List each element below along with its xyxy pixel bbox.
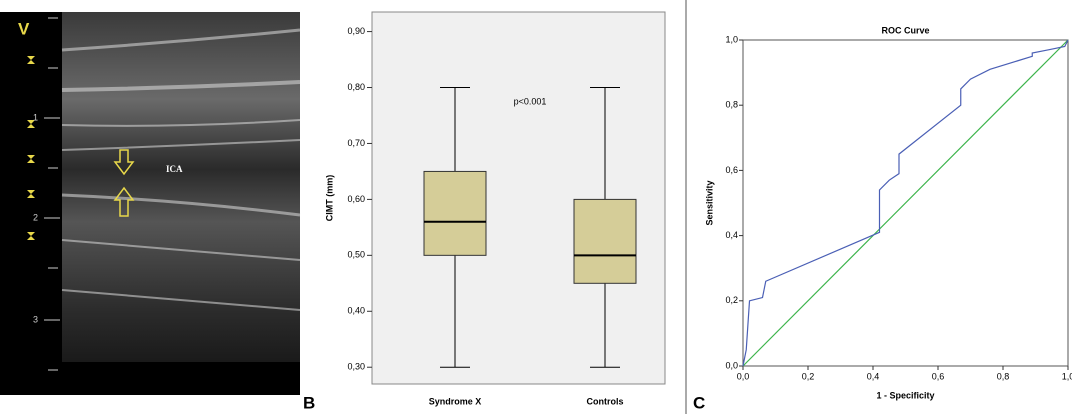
panel-label: B — [303, 393, 315, 412]
annotation: p<0.001 — [514, 96, 547, 106]
x-tick-label: 0,2 — [802, 371, 815, 381]
depth-label: 2 — [33, 212, 38, 222]
y-tick-label: 0,90 — [347, 26, 365, 36]
figure: V 1 2 3 ICA A 0,30 0,40 0,50 0,60 0,70 0,80 0,… — [0, 0, 1072, 414]
depth-label: 3 — [33, 314, 38, 324]
y-tick-label: 0,60 — [347, 194, 365, 204]
ica-label: ICA — [166, 164, 183, 174]
depth-label: 1 — [33, 112, 38, 122]
y-tick-label: 0,50 — [347, 250, 365, 260]
x-tick-label: 0,6 — [932, 371, 945, 381]
panel-label: A — [8, 393, 20, 412]
panel-label: C — [693, 393, 705, 412]
y-axis-label: CIMT (mm) — [324, 175, 334, 222]
y-tick-label: 0,8 — [725, 100, 738, 110]
box — [574, 199, 636, 283]
x-tick-label: Controls — [587, 396, 624, 406]
ultrasound-image — [62, 12, 300, 362]
x-tick-label: Syndrome X — [429, 396, 482, 406]
chart-title: ROC Curve — [881, 25, 929, 35]
y-tick-label: 0,30 — [347, 362, 365, 372]
y-axis-label: Sensitivity — [704, 180, 714, 225]
x-tick-label: 0,8 — [997, 371, 1010, 381]
y-tick-label: 0,80 — [347, 82, 365, 92]
plot-area — [372, 12, 665, 384]
y-tick-label: 0,6 — [725, 165, 738, 175]
probe-marker: V — [18, 19, 30, 38]
y-tick-label: 0,4 — [725, 230, 738, 240]
y-tick-label: 0,40 — [347, 306, 365, 316]
y-tick-label: 0,70 — [347, 138, 365, 148]
x-tick-label: 0,4 — [867, 371, 880, 381]
box — [424, 171, 486, 255]
x-tick-label: 1,0 — [1062, 371, 1072, 381]
y-tick-label: 0,0 — [725, 360, 738, 370]
y-tick-label: 0,2 — [725, 295, 738, 305]
y-tick-label: 1,0 — [725, 34, 738, 44]
x-axis-label: 1 - Specificity — [876, 390, 934, 400]
x-tick-label: 0,0 — [737, 371, 750, 381]
